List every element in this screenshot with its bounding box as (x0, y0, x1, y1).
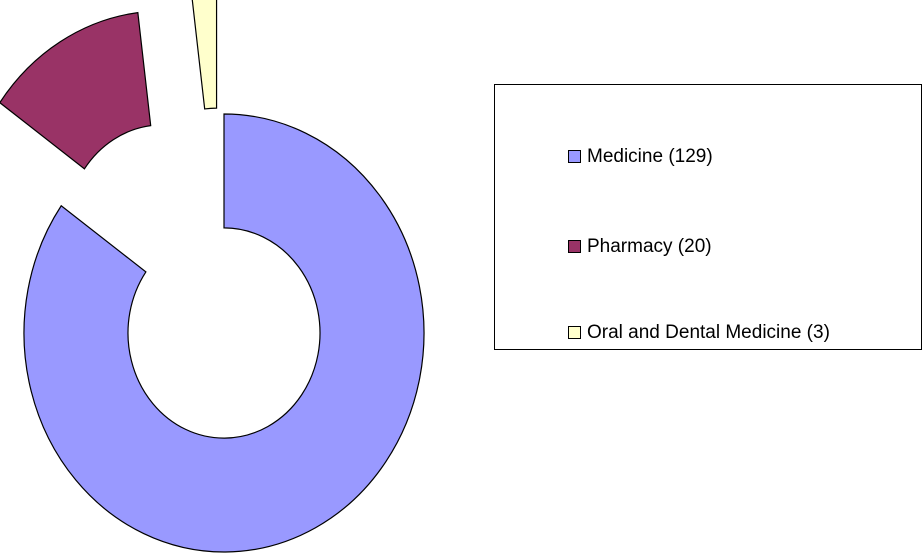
donut-slice (23, 113, 425, 553)
donut-slice (0, 11, 152, 170)
legend-swatch (568, 326, 581, 339)
legend-swatch (568, 240, 581, 253)
legend-box (494, 84, 922, 350)
donut-slice (191, 0, 218, 110)
legend-label: Pharmacy (20) (587, 236, 712, 257)
legend-label: Oral and Dental Medicine (3) (587, 322, 830, 343)
legend-swatch (568, 150, 581, 163)
legend-label: Medicine (129) (587, 146, 713, 167)
